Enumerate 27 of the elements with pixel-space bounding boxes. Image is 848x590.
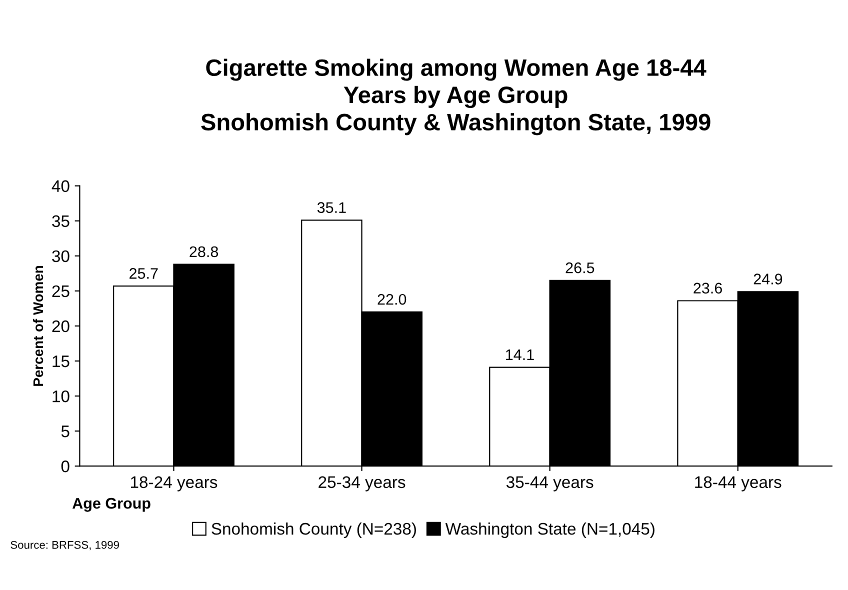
data-label: 14.1 — [506, 349, 534, 360]
data-label: 24.9 — [754, 274, 782, 284]
x-tick-label: 25-34 years — [318, 476, 406, 492]
data-label: 35.1 — [317, 202, 346, 213]
y-tick-label: 15 — [52, 356, 70, 368]
x-tick-label: 18-44 years — [695, 476, 782, 492]
x-tick-label: 18-24 years — [131, 476, 218, 492]
source-note: Source: BRFSS, 1999 — [10, 540, 119, 550]
y-tick-label: 30 — [52, 250, 70, 262]
legend-label: Washington State (N=1,045) — [445, 522, 654, 538]
y-tick-label: 5 — [61, 426, 70, 438]
x-axis-title: Age Group — [72, 498, 150, 512]
x-tick-label: 35-44 years — [506, 476, 594, 492]
data-label: 23.6 — [694, 282, 722, 294]
data-label: 25.7 — [130, 268, 158, 279]
y-axis-title: Percent of Women — [32, 266, 44, 386]
y-tick-label: 25 — [52, 285, 70, 298]
y-tick-label: 35 — [52, 215, 70, 228]
chart-title: Cigarette Smoking among Women Age 18-44 Years by Age Group Snohomish County & Washington State, 1999 — [201, 58, 710, 136]
y-tick-label: 20 — [52, 320, 70, 332]
legend-label: Snohomish County (N=238) — [212, 522, 416, 538]
data-label: 26.5 — [566, 262, 594, 274]
data-label: 28.8 — [190, 246, 218, 258]
data-label: 22.0 — [378, 294, 406, 305]
y-tick-label: 0 — [61, 460, 70, 472]
y-tick-label: 10 — [52, 390, 70, 402]
y-tick-label: 40 — [52, 180, 70, 192]
